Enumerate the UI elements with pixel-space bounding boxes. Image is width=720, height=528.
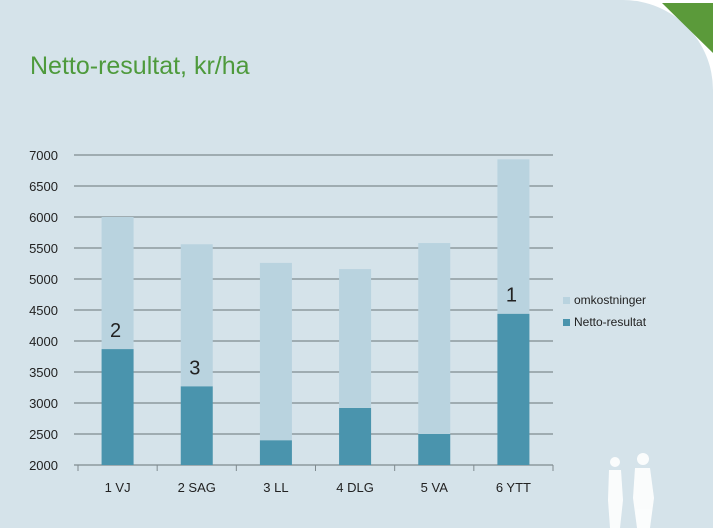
rank-label: 3 [189, 357, 200, 379]
bar-netto-resultat [418, 434, 451, 465]
y-tick-label: 5000 [29, 272, 58, 287]
bar-omkostninger [259, 262, 292, 441]
y-tick-label: 2000 [29, 458, 58, 473]
legend-label: Netto-resultat [574, 315, 647, 329]
people-silhouette [608, 453, 654, 528]
y-tick-label: 4000 [29, 334, 58, 349]
y-tick-label: 7000 [29, 148, 58, 163]
bar-netto-resultat [180, 386, 213, 465]
y-tick-label: 3000 [29, 396, 58, 411]
legend-label: omkostninger [574, 293, 647, 307]
bar-omkostninger [497, 159, 530, 314]
x-tick-label: 2 SAG [178, 480, 216, 495]
x-tick-label: 3 LL [263, 480, 288, 495]
bar-omkostninger [418, 243, 451, 434]
bar-netto-resultat [497, 313, 530, 465]
x-tick-label: 6 YTT [496, 480, 531, 495]
legend-item-omkostninger: omkostninger [563, 293, 646, 307]
bar-omkostninger [101, 217, 134, 350]
bar-netto-resultat [259, 440, 292, 465]
corner-triangle [662, 3, 713, 53]
legend-item-netto-resultat: Netto-resultat [563, 315, 646, 329]
legend-swatch [563, 296, 570, 304]
y-tick-label: 5500 [29, 241, 58, 256]
y-tick-label: 2500 [29, 427, 58, 442]
bar-netto-resultat [101, 349, 134, 465]
legend-swatch [563, 318, 570, 326]
bar-omkostninger [339, 269, 372, 408]
rank-label: 2 [110, 320, 121, 342]
chart-title: Netto-resultat, kr/ha [30, 52, 250, 80]
bar-netto-resultat [339, 407, 372, 465]
x-tick-label: 1 VJ [105, 480, 131, 495]
bar-omkostninger [180, 244, 213, 387]
y-tick-label: 3500 [29, 365, 58, 380]
x-tick-label: 4 DLG [336, 480, 374, 495]
y-tick-label: 6000 [29, 210, 58, 225]
rank-label: 1 [506, 285, 517, 307]
y-tick-label: 4500 [29, 303, 58, 318]
x-tick-label: 5 VA [421, 480, 449, 495]
y-tick-label: 6500 [29, 179, 58, 194]
